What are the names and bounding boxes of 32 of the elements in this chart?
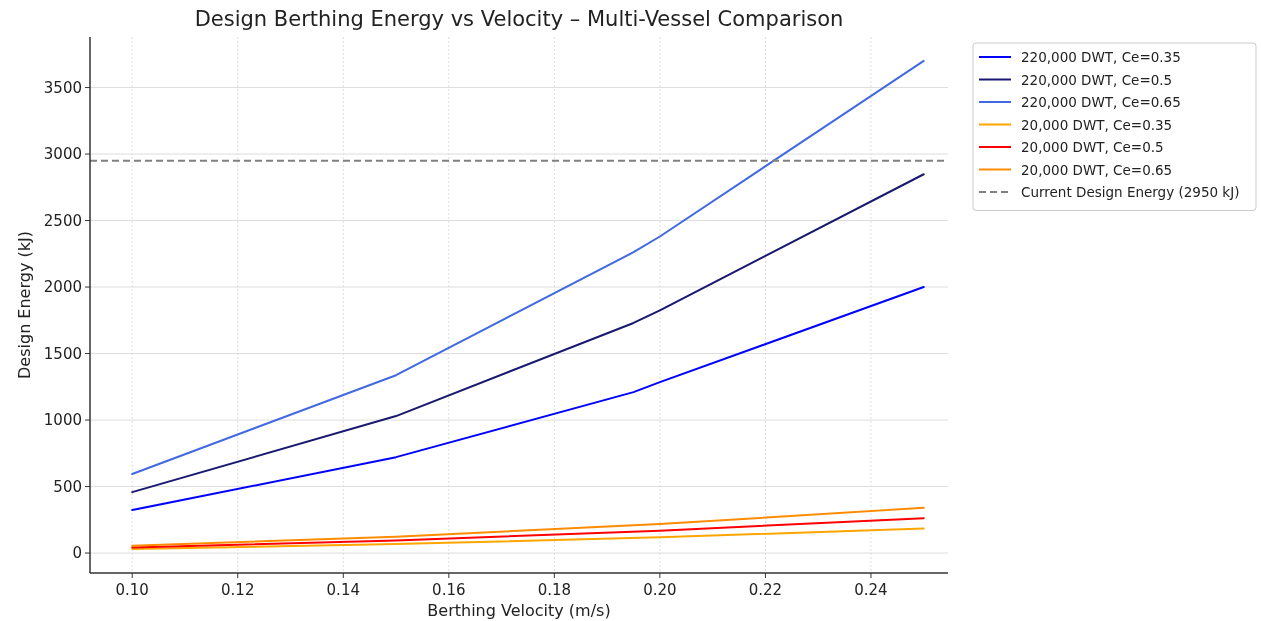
y-tick-label: 500 (53, 477, 82, 496)
line-series (131, 59, 925, 476)
y-tick-label: 3500 (43, 78, 82, 97)
x-axis-title: Berthing Velocity (m/s) (427, 601, 611, 620)
line-series (131, 506, 925, 547)
x-tick-label: 0.10 (115, 581, 149, 599)
line-series (131, 517, 925, 549)
y-tick-label: 1500 (43, 344, 82, 363)
line-series (131, 173, 925, 494)
y-tick-label: 2500 (43, 211, 82, 230)
line-series (131, 527, 925, 551)
legend-label: 20,000 DWT, Ce=0.5 (1021, 139, 1164, 155)
x-tick-label: 0.16 (432, 581, 466, 599)
legend-label: 220,000 DWT, Ce=0.65 (1021, 94, 1181, 110)
legend-label: 220,000 DWT, Ce=0.5 (1021, 71, 1173, 88)
legend-label: 20,000 DWT, Ce=0.65 (1021, 161, 1173, 178)
x-tick-label: 0.22 (748, 581, 783, 599)
x-tick-label: 0.20 (643, 581, 677, 599)
y-tick-label: 2000 (43, 278, 82, 297)
legend-label: Current Design Energy (2950 kJ) (1021, 184, 1240, 200)
y-tick-label: 0 (72, 544, 82, 563)
chart-title: Design Berthing Energy vs Velocity – Multi-Vessel Comparison (194, 7, 844, 31)
x-tick-label: 0.14 (326, 581, 360, 599)
y-axis-title: Design Energy (kJ) (15, 231, 34, 379)
y-tick-label: 1000 (43, 411, 82, 430)
line-series (131, 286, 925, 512)
y-tick-label: 3000 (43, 145, 82, 164)
x-tick-label: 0.12 (221, 581, 255, 599)
legend-label: 20,000 DWT, Ce=0.35 (1021, 116, 1173, 133)
x-tick-label: 0.24 (854, 581, 888, 599)
x-tick-label: 0.18 (537, 581, 572, 599)
legend-label: 220,000 DWT, Ce=0.35 (1021, 49, 1181, 65)
